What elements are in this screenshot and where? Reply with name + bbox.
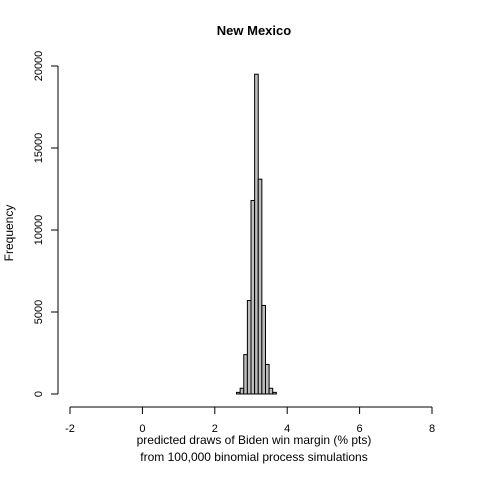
x-tick-label-2: 2 [212, 423, 218, 435]
x-tick-label-1: 0 [139, 423, 145, 435]
y-tick-label-1: 5000 [33, 300, 45, 324]
histogram-bar-8 [264, 363, 270, 395]
y-tick-label-0: 0 [33, 391, 45, 397]
x-axis-label-line2: from 100,000 binomial process simulation… [140, 450, 367, 464]
y-tick-label-2: 10000 [33, 215, 45, 246]
x-tick-label-3: 4 [284, 423, 290, 435]
histogram-bar-9 [268, 387, 274, 395]
histogram-bar-4 [250, 199, 256, 395]
chart-title: New Mexico [217, 23, 291, 38]
x-tick-label-0: -2 [65, 423, 75, 435]
bars-group [236, 73, 277, 395]
histogram-bar-1 [239, 387, 245, 395]
histogram-bar-10 [272, 391, 277, 395]
y-axis-label: Frequency [2, 205, 16, 262]
histogram-bar-5 [254, 73, 259, 395]
x-axis-label-line1: predicted draws of Biden win margin (% p… [137, 433, 372, 447]
y-tick-label-4: 20000 [33, 51, 45, 82]
histogram-bar-7 [261, 304, 266, 395]
x-tick-label-5: 8 [429, 423, 435, 435]
x-axis: -2 0 2 4 6 8 [65, 406, 435, 435]
y-axis: 0 5000 10000 15000 20000 [33, 51, 59, 397]
histogram-bar-6 [257, 178, 263, 395]
histogram-bar-3 [246, 300, 252, 395]
histogram-bar-0 [236, 391, 241, 395]
x-tick-label-4: 6 [357, 423, 363, 435]
y-tick-label-3: 15000 [33, 133, 45, 164]
histogram-bar-2 [243, 354, 248, 395]
